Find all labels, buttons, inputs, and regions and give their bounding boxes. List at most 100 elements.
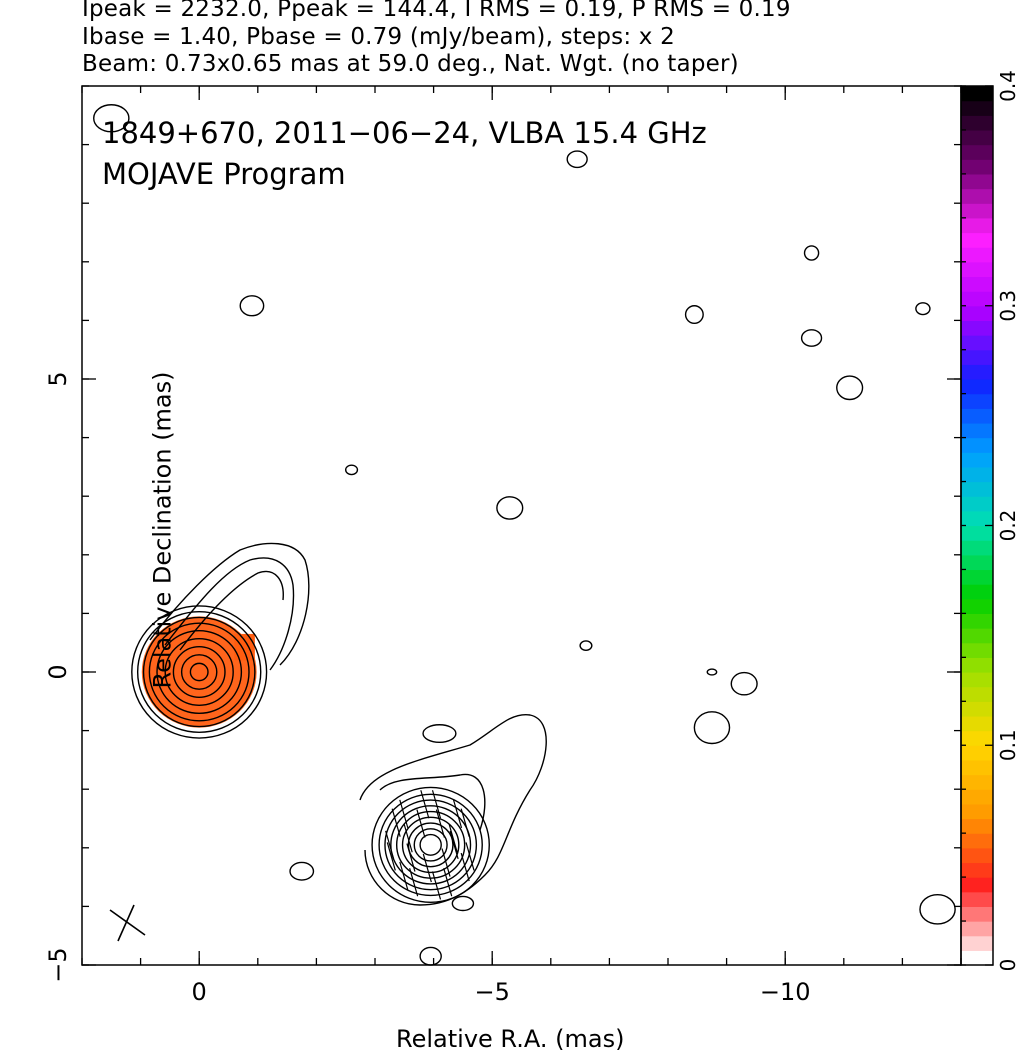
noise-contour [684,305,704,325]
colorbar-cell [961,686,993,702]
colorbar-cell [961,320,993,336]
colorbar-cell [961,496,993,512]
colorbar-cell [961,159,993,175]
colorbar-cell [961,291,993,307]
polarization-patch [141,616,257,728]
core-contour [180,654,218,690]
polarization-patch-ext [234,633,255,661]
colorbar-cell [961,759,993,776]
noise-contour [239,295,265,317]
colorbar-tick-label: 0.3 [996,290,1020,322]
colorbar-cell [961,144,993,160]
evpa-tick [460,808,470,837]
x-tick-label: −10 [760,978,811,1006]
core-contour [136,611,262,733]
colorbar-cell [961,364,993,380]
noise-contour [566,150,588,169]
colorbar-cell [961,510,993,527]
colorbar-cell [961,203,993,219]
knot-contour [413,828,448,862]
colorbar-cell [961,217,993,234]
evpa-tick [449,830,459,860]
jet-contour [149,542,310,666]
jet-contour [164,557,295,671]
evpa-tick [391,808,401,837]
colorbar-cell [961,408,993,424]
colorbar-tick-label: 0.1 [996,729,1020,761]
colorbar-cell [961,100,993,116]
noise-contour [693,711,731,745]
noise-contour [919,893,956,925]
colorbar-cell [961,335,993,351]
x-tick-label: −5 [475,978,510,1006]
colorbar-cell [961,803,993,820]
header-peak-line: Ipeak = 2232.0, Ppeak = 144.4, I RMS = 0… [82,0,791,22]
noise-contour [800,329,823,347]
jet-contour [359,714,547,906]
colorbar-cell [961,598,993,614]
colorbar-cell [961,818,993,834]
core-contour [189,662,209,682]
colorbar-cell [961,877,993,893]
colorbar-cell [961,935,993,951]
colorbar-cell [961,379,993,395]
core-contour [148,622,250,722]
colorbar-cell [961,613,993,629]
colorbar-cell [961,554,993,571]
colorbar-cell [961,833,993,849]
core-contour [156,629,243,715]
knot-contour [407,822,454,868]
colorbar-cell [961,847,993,864]
jet-contour [379,773,486,831]
colorbar-cell [961,305,993,321]
knot-contour [390,805,472,885]
core-contour [172,646,226,698]
colorbar-tick-label: 0.4 [996,70,1020,102]
colorbar-cell [961,584,993,600]
evpa-tick [465,842,475,871]
colorbar-cell [961,701,993,717]
colorbar-cell [961,672,993,688]
evpa-tick [420,790,430,819]
colorbar-cell [961,540,993,556]
colorbar-cell [961,628,993,644]
colorbar-cell [961,774,993,790]
noise-contour [289,861,315,881]
colorbar-tick-label: 0.2 [996,510,1020,542]
x-tick-label: 0 [192,978,207,1006]
beam-marker [109,904,146,942]
evpa-tick [403,824,413,853]
evpa-tick [399,861,409,891]
colorbar-cell [961,525,993,541]
knot-contour [371,786,490,903]
colorbar-cell [961,393,993,409]
noise-contour [836,375,864,401]
knot-contour [401,816,460,874]
evpa-tick [399,799,409,829]
evpa-tick [443,868,453,897]
colorbar-cell [961,349,993,365]
evpa-tick [386,842,396,871]
colorbar-cell [961,115,993,131]
knot-contour [419,833,442,856]
x-axis-label: Relative R.A. (mas) [396,1025,625,1053]
y-tick-label: 5 [44,371,72,386]
colorbar-cell [961,232,993,248]
core-contour [164,637,234,707]
evpa-tick [435,809,445,838]
colorbar-cell [961,569,993,585]
evpa-tick [422,853,432,883]
evpa-tick [409,868,419,897]
colorbar-cell [961,642,993,658]
colorbar-cell [961,891,993,907]
y-tick-label: 0 [44,664,72,679]
colorbar-cell [961,86,993,102]
noise-contour [422,724,457,744]
colorbar-cell [961,730,993,746]
header-beam-line: Beam: 0.73x0.65 mas at 59.0 deg., Nat. W… [82,51,739,77]
colorbar-cell [961,247,993,263]
noise-contour [730,671,758,696]
colorbar-cell [961,715,993,732]
evpa-tick [452,799,463,829]
